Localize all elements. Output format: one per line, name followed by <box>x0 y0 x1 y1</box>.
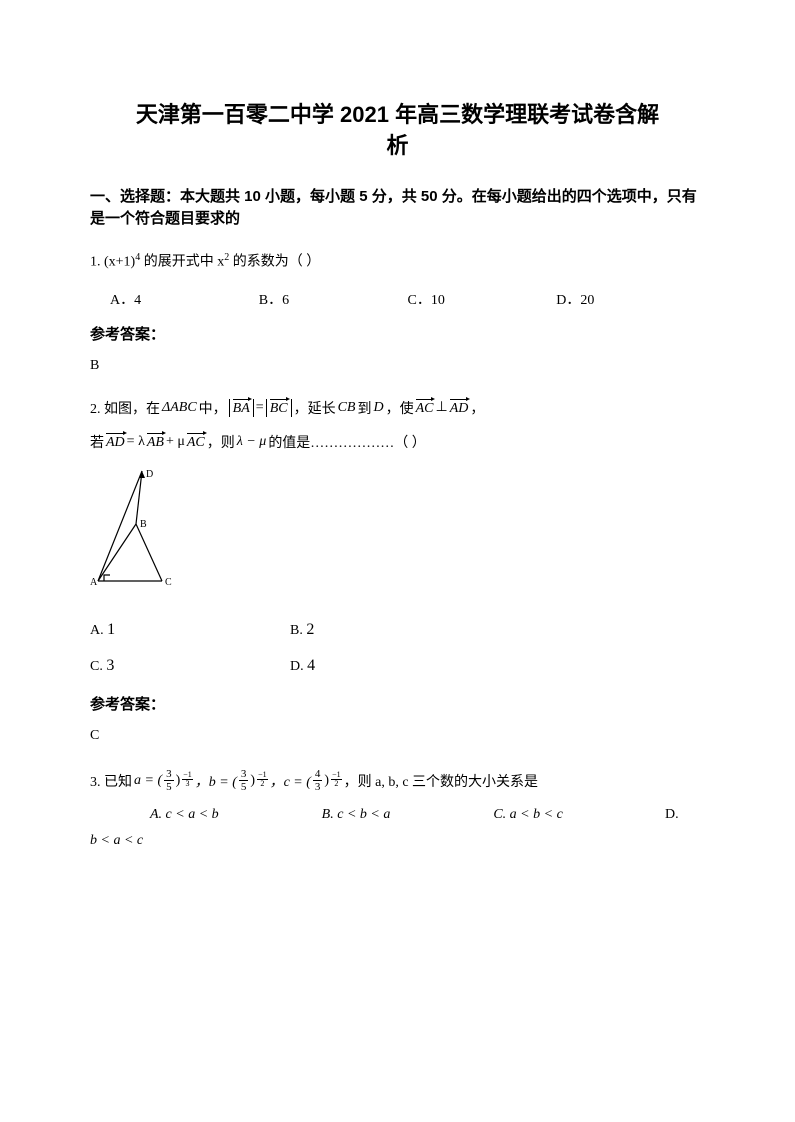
q3-a-lhs: a = ( <box>134 773 162 789</box>
q2-vec-ac: AC <box>416 399 434 417</box>
q1-option-d: D．20 <box>556 289 705 309</box>
q3-option-b: B. c < b < a <box>322 807 494 823</box>
q2-t2: ，延长 <box>294 398 336 418</box>
q2-lammu: λ − μ <box>237 434 267 450</box>
q2-option-d: D. 4 <box>290 657 490 675</box>
q3-exp-3: −12 <box>331 771 342 788</box>
q2-t1: 中， <box>199 398 227 418</box>
q3-tail: ，则 a, b, c 三个数的大小关系是 <box>344 771 538 791</box>
q3-option-d-value: b < a < c <box>90 833 705 849</box>
q3-number: 3. 已知 <box>90 771 132 791</box>
q2-abs-bc: BC <box>266 399 292 417</box>
q2-eq2: = λ <box>127 434 145 450</box>
q3-exp-1: −13 <box>182 771 193 788</box>
q1-answer: B <box>90 358 705 374</box>
q1-option-b: B．6 <box>259 289 408 309</box>
question-2-line2: 若 AD = λ AB + μ AC ，则 λ − μ 的值是………………（ ） <box>90 432 705 452</box>
title-line-1: 天津第一百零二中学 2021 年高三数学理联考试卷含解 <box>136 102 659 127</box>
q1-answer-label: 参考答案： <box>90 323 705 344</box>
q2-vec-ad2: AD <box>106 433 125 451</box>
svg-text:C: C <box>165 577 172 588</box>
q2-number: 2. 如图，在 <box>90 398 160 418</box>
q2-t6: ，则 <box>207 432 235 452</box>
triangle-svg: A B C D <box>90 466 180 596</box>
q2-vec-ab: AB <box>147 433 164 451</box>
q3-option-c: C. a < b < c <box>493 807 665 823</box>
q2-triangle: ΔABC <box>162 400 197 416</box>
q3-exp-2: −12 <box>257 771 268 788</box>
q2-answer: C <box>90 728 705 744</box>
q2-abs-ba: BA <box>229 399 254 417</box>
q2-t5: ， <box>470 398 484 418</box>
q2-plus: + μ <box>166 434 185 450</box>
q1-number: 1. <box>90 254 104 269</box>
section-1-heading: 一、选择题：本大题共 10 小题，每小题 5 分，共 50 分。在每小题给出的四… <box>90 186 705 231</box>
svg-text:B: B <box>140 519 147 530</box>
q2-t3: 到 <box>357 398 371 418</box>
q1-text-1: 的展开式中 x <box>140 254 224 269</box>
q3-options-row: A. c < a < b B. c < b < a C. a < b < c D… <box>90 807 705 823</box>
q2-vec-ac2: AC <box>187 433 205 451</box>
q2-vec-bc: BC <box>270 399 288 417</box>
q1-options: A．4 B．6 C．10 D．20 <box>90 289 705 309</box>
q3-option-a: A. c < a < b <box>150 807 322 823</box>
svg-text:A: A <box>90 577 98 588</box>
question-1: 1. (x+1)4 的展开式中 x2 的系数为（ ） <box>90 249 705 275</box>
q2-figure: A B C D <box>90 466 705 601</box>
q3-c-lhs: ，c = ( <box>270 771 311 791</box>
q3-frac-2: 35 <box>239 768 249 793</box>
q2-t4: ，使 <box>386 398 414 418</box>
q2-l2-pre: 若 <box>90 432 104 452</box>
q1-text-2: 的系数为（ ） <box>229 254 320 269</box>
q2-d: D <box>373 400 383 416</box>
question-3: 3. 已知 a = ( 35 ) −13 ，b = ( 35 ) −12 ，c … <box>90 768 705 793</box>
q2-options-row1: A. 1 B. 2 <box>90 621 705 639</box>
q1-expression: (x+1)4 <box>104 249 140 275</box>
svg-text:D: D <box>146 469 153 480</box>
title-line-2: 析 <box>386 133 408 158</box>
q2-option-a: A. 1 <box>90 621 290 639</box>
q3-option-d-label: D. <box>665 807 705 823</box>
q3-frac-1: 35 <box>164 768 174 793</box>
q2-vec-ba: BA <box>233 399 250 417</box>
q2-vec-ad: AD <box>450 399 469 417</box>
q2-t7: 的值是………………（ ） <box>268 432 426 452</box>
q1-option-a: A．4 <box>110 289 259 309</box>
q2-answer-label: 参考答案： <box>90 693 705 714</box>
q2-perp: ⊥ <box>435 399 447 416</box>
q1-option-c: C．10 <box>408 289 557 309</box>
q2-option-b: B. 2 <box>290 621 490 639</box>
q2-option-c: C. 3 <box>90 657 290 675</box>
q3-b-lhs: ，b = ( <box>195 771 237 791</box>
q2-options-row2: C. 3 D. 4 <box>90 657 705 675</box>
q3-frac-3: 43 <box>313 768 323 793</box>
q2-eq1: = <box>256 400 264 416</box>
q2-cb: CB <box>338 400 356 416</box>
question-2-line1: 2. 如图，在 ΔABC 中， BA = BC ，延长 CB 到 D ，使 AC… <box>90 398 705 418</box>
page-title: 天津第一百零二中学 2021 年高三数学理联考试卷含解 析 <box>90 100 705 162</box>
